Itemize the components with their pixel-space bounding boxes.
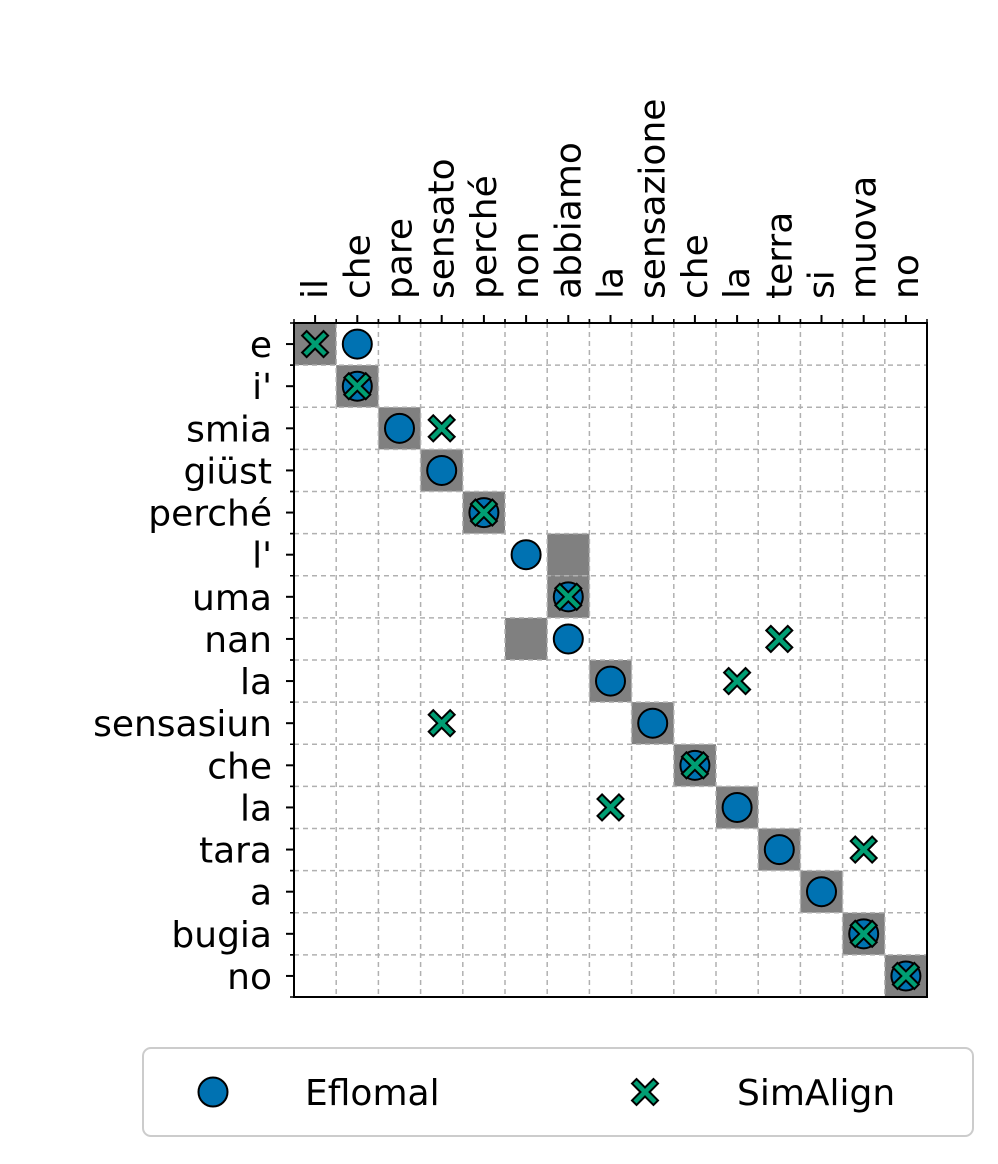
cross-marker bbox=[849, 919, 879, 949]
x-tick-label: che bbox=[337, 234, 378, 299]
y-tick-label: giüst bbox=[183, 451, 272, 492]
circle-marker bbox=[595, 665, 626, 697]
y-tick-label: uma bbox=[192, 578, 272, 619]
x-tick-label: sensazione bbox=[633, 99, 674, 299]
circle-marker bbox=[384, 412, 415, 444]
x-tick-label: pare bbox=[380, 218, 421, 299]
cross-marker bbox=[680, 750, 710, 780]
legend-box bbox=[142, 1047, 974, 1137]
cross-marker bbox=[849, 835, 879, 864]
y-tick-label: smia bbox=[186, 409, 272, 450]
y-tick-label: perché bbox=[148, 494, 272, 535]
y-tick-label: la bbox=[240, 788, 272, 829]
circle-marker bbox=[806, 876, 837, 908]
x-tick-label: sensato bbox=[422, 158, 463, 299]
x-tick-label: perché bbox=[464, 175, 505, 299]
cross-marker bbox=[553, 582, 583, 612]
circle-marker bbox=[552, 623, 584, 655]
y-tick-label: e bbox=[250, 325, 272, 366]
x-tick-label: non bbox=[506, 231, 547, 299]
cross-marker bbox=[596, 793, 625, 822]
cross-marker bbox=[891, 961, 921, 991]
x-tick-label: terra bbox=[759, 212, 800, 299]
y-tick-label: a bbox=[250, 873, 272, 914]
circle-marker bbox=[763, 834, 795, 866]
y-tick-label: l' bbox=[252, 536, 272, 577]
cross-marker bbox=[427, 413, 457, 443]
y-tick-label: tara bbox=[199, 831, 272, 872]
x-tick-label: la bbox=[717, 267, 758, 299]
reference-cell bbox=[547, 533, 590, 576]
x-tick-label: la bbox=[591, 267, 632, 299]
cross-marker bbox=[722, 666, 752, 696]
x-tick-label: abbiamo bbox=[548, 142, 589, 299]
circle-marker bbox=[426, 454, 458, 486]
x-tick-label: il bbox=[295, 279, 336, 299]
y-tick-label: sensasiun bbox=[93, 704, 272, 745]
reference-cell bbox=[505, 617, 548, 660]
cross-marker bbox=[469, 498, 499, 527]
legend-marker bbox=[630, 1077, 660, 1107]
circle-marker bbox=[721, 791, 753, 823]
cross-marker bbox=[427, 708, 457, 738]
x-tick-label: che bbox=[675, 234, 716, 299]
y-tick-label: la bbox=[240, 662, 272, 703]
circle-marker bbox=[510, 539, 542, 571]
legend-label: SimAlign bbox=[737, 1073, 895, 1114]
circle-marker bbox=[637, 707, 669, 739]
y-tick-label: che bbox=[207, 746, 272, 787]
y-tick-label: nan bbox=[204, 620, 272, 661]
x-tick-label: muova bbox=[844, 176, 885, 299]
y-tick-label: bugia bbox=[171, 915, 272, 956]
circle-marker bbox=[341, 328, 373, 360]
legend: Eflomal SimAlign bbox=[142, 1047, 974, 1137]
y-tick-label: no bbox=[227, 957, 272, 998]
x-tick-label: no bbox=[886, 254, 927, 299]
cross-marker bbox=[300, 329, 330, 359]
x-tick-label: si bbox=[802, 270, 843, 299]
y-tick-label: i' bbox=[252, 367, 272, 408]
cross-marker bbox=[764, 624, 794, 654]
cross-marker bbox=[342, 371, 372, 401]
legend-marker bbox=[197, 1076, 229, 1108]
legend-label: Eflomal bbox=[305, 1073, 440, 1114]
